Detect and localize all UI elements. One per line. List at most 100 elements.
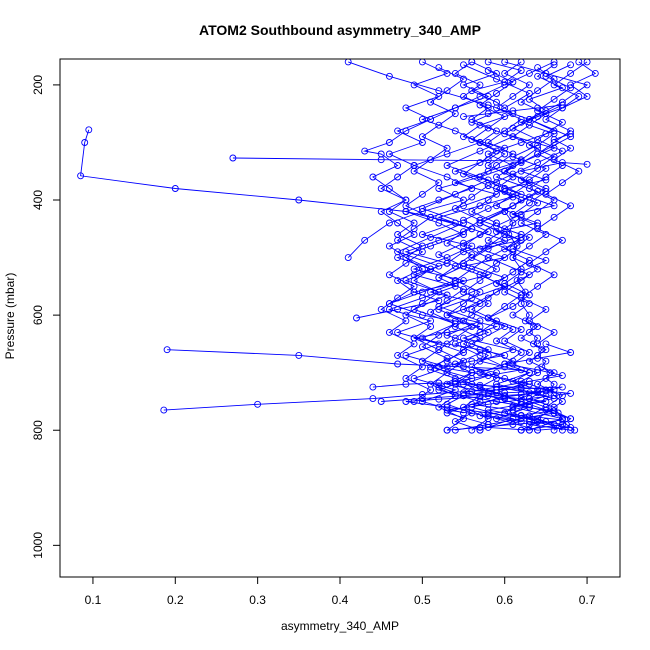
data-point — [567, 69, 575, 77]
data-point — [501, 113, 509, 121]
data-point — [534, 113, 542, 121]
data-point — [509, 92, 517, 100]
data-point — [517, 59, 525, 66]
data-point — [542, 176, 550, 184]
data-point — [418, 288, 426, 296]
y-tick-label: 400 — [31, 190, 45, 210]
data-point — [443, 426, 451, 434]
series-line — [503, 61, 588, 431]
data-point — [476, 92, 484, 100]
data-point — [501, 245, 509, 253]
data-point — [501, 323, 509, 331]
y-tick-label: 200 — [31, 75, 45, 95]
data-point — [525, 357, 533, 365]
data-point — [77, 172, 85, 180]
data-point — [550, 403, 558, 411]
data-point — [418, 363, 426, 371]
x-tick-label: 0.7 — [579, 593, 596, 607]
data-point — [493, 337, 500, 345]
data-point — [468, 323, 476, 331]
y-axis: 200 400 600 800 1000 — [31, 75, 60, 559]
data-point — [517, 400, 525, 408]
data-point — [509, 268, 517, 276]
data-point — [542, 305, 550, 313]
data-point — [534, 426, 542, 434]
data-point — [550, 127, 558, 135]
data-point — [402, 254, 410, 262]
data-point — [525, 81, 533, 89]
data-point — [534, 104, 542, 112]
x-axis-label: asymmetry_340_AMP — [281, 619, 399, 633]
series-line — [372, 382, 563, 431]
data-point — [468, 87, 476, 95]
data-point — [460, 133, 467, 141]
data-point — [451, 334, 459, 342]
data-point — [550, 136, 558, 144]
data-point — [410, 334, 418, 342]
data-point — [476, 173, 484, 181]
data-point — [435, 121, 443, 129]
data-point — [369, 395, 377, 403]
data-point — [435, 274, 443, 282]
data-point — [583, 160, 591, 168]
data-point — [509, 170, 517, 178]
data-point — [525, 380, 533, 388]
data-point — [567, 61, 575, 69]
data-point — [435, 196, 443, 204]
data-point — [435, 262, 443, 270]
data-point — [558, 415, 566, 423]
data-point — [468, 225, 476, 233]
data-point — [558, 179, 566, 187]
data-point — [501, 104, 509, 112]
data-point — [525, 90, 533, 97]
data-point — [402, 351, 410, 359]
data-point — [418, 265, 426, 273]
data-point — [525, 403, 533, 411]
data-point — [509, 202, 517, 210]
data-point — [567, 202, 575, 210]
data-point — [418, 208, 426, 215]
data-point — [484, 92, 492, 100]
series-line — [347, 61, 597, 258]
data-point — [534, 87, 542, 95]
data-point — [550, 271, 558, 279]
data-point — [517, 426, 525, 434]
data-point — [493, 228, 500, 236]
data-point — [468, 400, 476, 408]
data-point — [583, 92, 591, 100]
data-point — [501, 69, 509, 77]
data-point — [451, 127, 459, 135]
data-point — [468, 357, 476, 365]
data-point — [534, 136, 542, 144]
data-point — [460, 305, 467, 313]
data-point — [476, 357, 484, 365]
data-point — [443, 259, 451, 267]
data-point — [567, 389, 575, 397]
data-point — [538, 363, 546, 371]
data-point — [583, 81, 591, 89]
data-point — [484, 124, 492, 132]
data-point — [525, 69, 533, 77]
data-point — [468, 340, 476, 348]
data-point — [550, 213, 558, 221]
data-point — [525, 141, 533, 149]
data-point — [410, 374, 418, 382]
data-point — [468, 193, 476, 201]
data-point — [476, 300, 484, 308]
data-point — [493, 147, 500, 155]
data-point — [418, 133, 426, 141]
data-point — [476, 245, 484, 253]
data-point — [509, 346, 517, 354]
data-point — [394, 162, 402, 169]
data-point — [394, 219, 402, 227]
data-point — [558, 118, 566, 126]
data-point — [468, 369, 476, 377]
data-point — [484, 182, 492, 190]
data-point — [394, 236, 402, 244]
data-point — [476, 346, 484, 354]
data-point — [476, 423, 484, 431]
data-point — [509, 421, 517, 428]
data-point — [525, 317, 533, 325]
data-point — [493, 386, 500, 394]
